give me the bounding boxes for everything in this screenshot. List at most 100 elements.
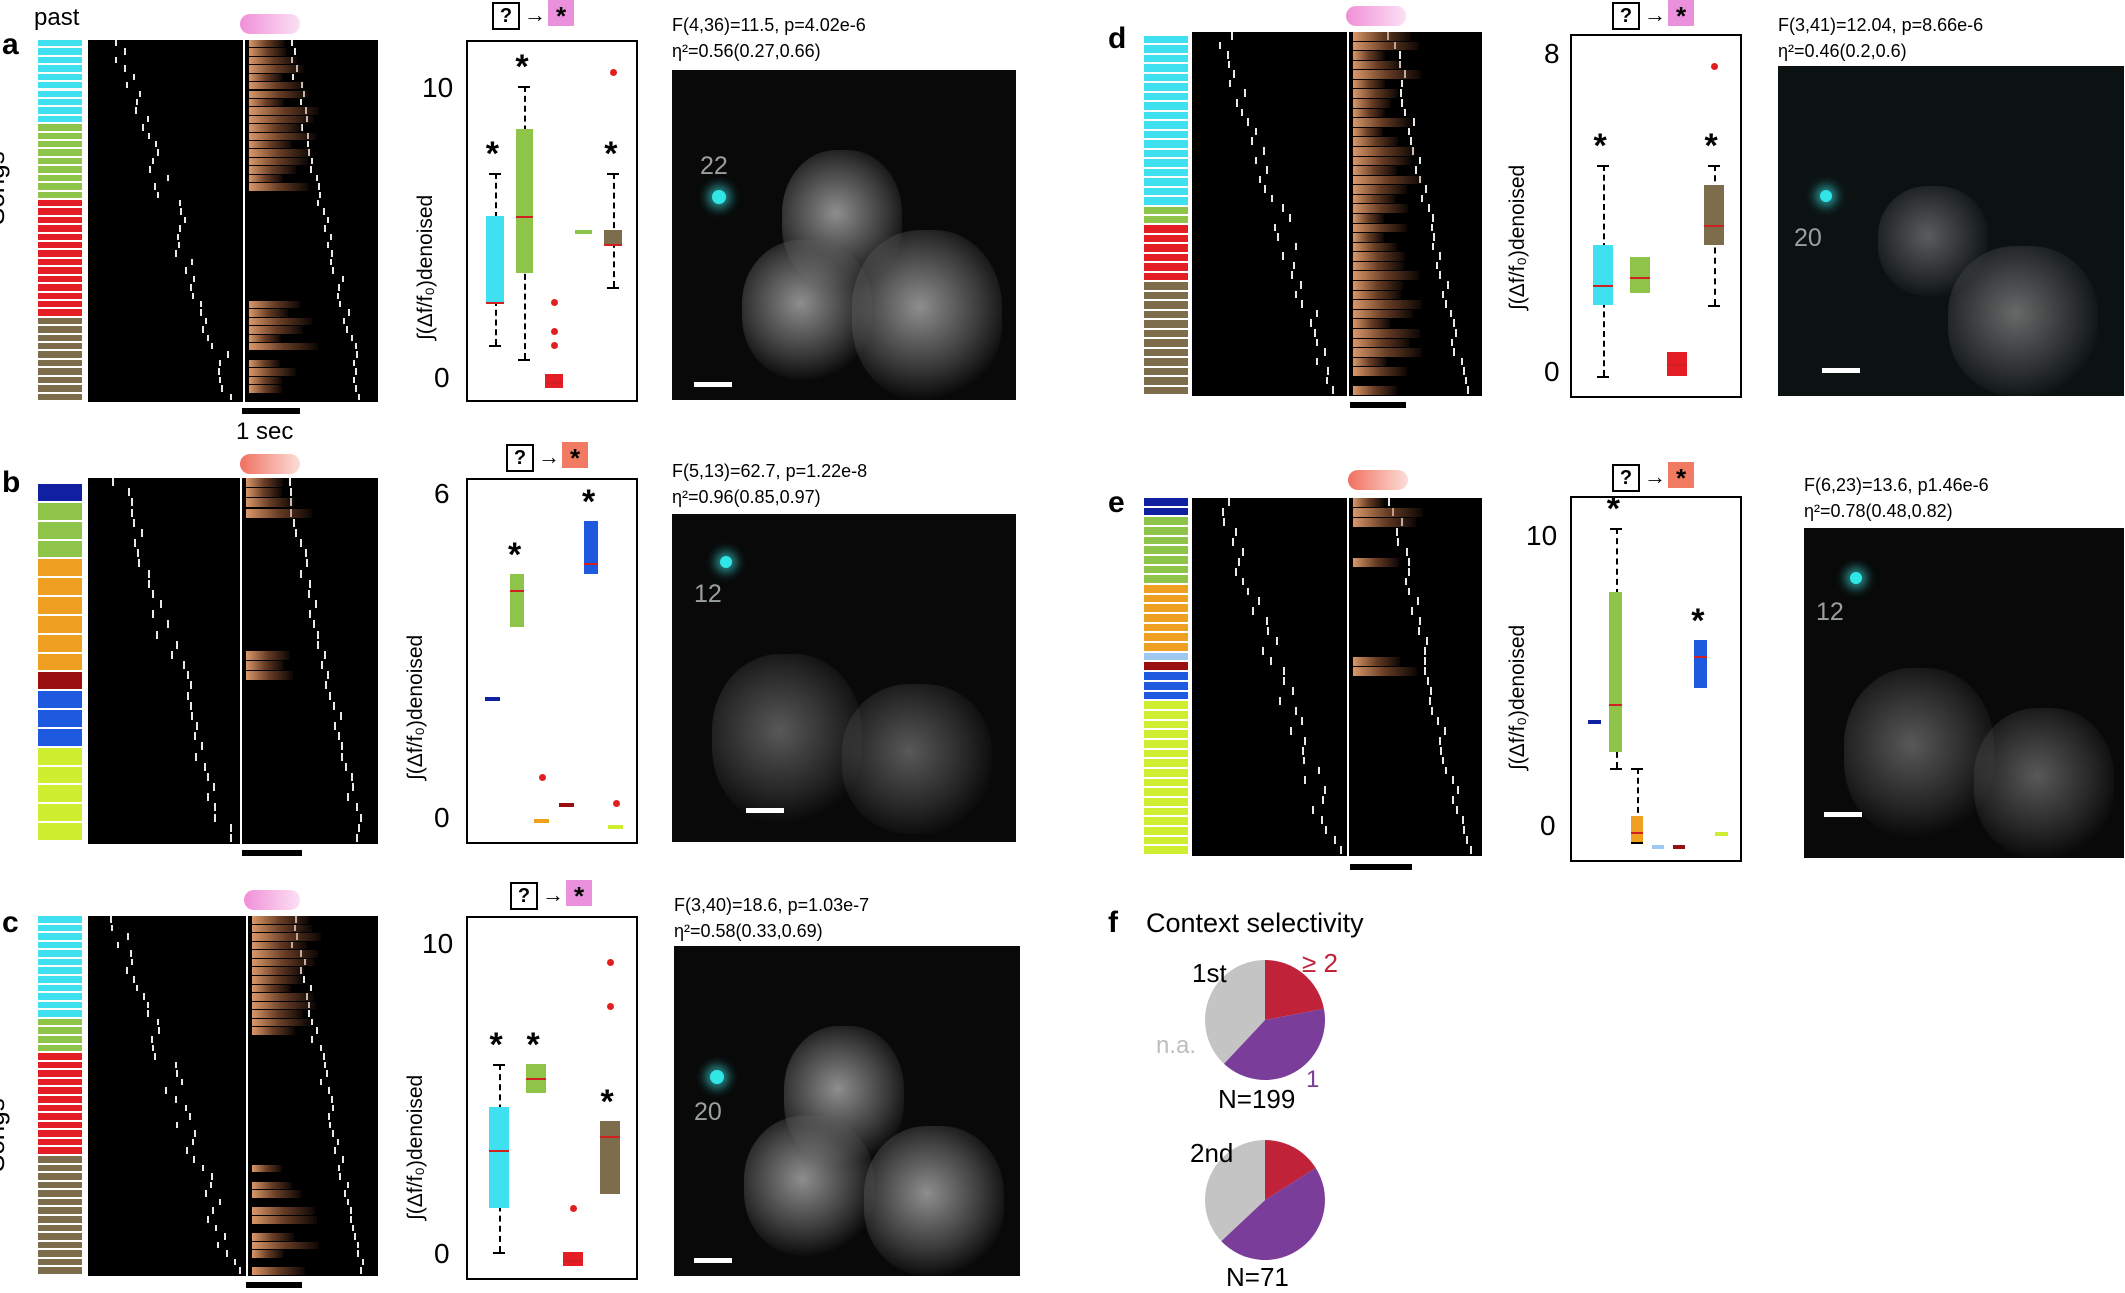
syllable-tick (1302, 746, 1305, 755)
legend-stripe (38, 559, 82, 577)
syllable-tick (1281, 204, 1284, 212)
stats-eta-b: η²=0.96(0.85,0.97) (672, 487, 821, 507)
arrow-glyph: → (524, 2, 546, 27)
calcium-burst (249, 73, 284, 82)
legend-stripe (1144, 367, 1188, 376)
scale-bar-c (246, 1282, 302, 1288)
micrograph-d: 20 (1778, 66, 2124, 396)
legend-stripe (38, 634, 82, 652)
whisker-cap (1596, 165, 1609, 168)
legend-stripe (1144, 45, 1188, 53)
legend-stripe (38, 976, 82, 983)
pie2-n: N=71 (1226, 1262, 1289, 1292)
syllable-tick (320, 1044, 323, 1052)
legend-stripe (38, 993, 82, 1000)
legend-stripe (38, 48, 82, 55)
legend-stripe (38, 958, 82, 966)
legend-stripe (38, 124, 82, 131)
syllable-tick (114, 56, 117, 64)
calcium-burst (252, 984, 292, 993)
whisker-cap (1609, 528, 1622, 530)
legend-stripe (1144, 149, 1188, 158)
syllable-tick (219, 376, 222, 384)
syllable-tick (1416, 597, 1419, 606)
syllable-tick (152, 610, 155, 619)
syllable-tick (1263, 146, 1266, 155)
syllable-tick (156, 191, 159, 198)
syllable-tick (184, 267, 187, 274)
syllable-tick (1436, 261, 1439, 270)
syllable-tick (230, 393, 233, 400)
syllable-tick (221, 385, 224, 392)
pie1-n: N=199 (1218, 1084, 1296, 1114)
calcium-burst (1353, 271, 1419, 281)
box-median (1715, 832, 1728, 836)
song-color-legend-c (38, 916, 82, 1276)
ytick-zero-d: 0 (1544, 356, 1560, 387)
syllable-tick (131, 508, 134, 517)
syllable-tick (311, 1018, 314, 1026)
syllable-tick (289, 488, 292, 497)
legend-stripe (38, 1250, 82, 1257)
syllable-tick (1438, 252, 1441, 260)
legend-stripe (38, 385, 82, 392)
syllable-tick (193, 1156, 196, 1163)
syllable-tick (1432, 214, 1435, 222)
legend-stripe (1144, 739, 1188, 748)
stats-b: F(5,13)=62.7, p=1.22e-8 η²=0.96(0.85,0.9… (672, 458, 867, 510)
calcium-burst (1353, 557, 1400, 567)
syllable-tick (116, 941, 119, 949)
syllable-tick (193, 275, 196, 283)
star-box: * (1668, 0, 1694, 31)
calcium-burst (246, 498, 295, 508)
micro-scale-bar-e (1824, 812, 1862, 817)
legend-stripe (38, 343, 82, 350)
legend-stripe (38, 157, 82, 165)
raster-plot-d (1192, 32, 1482, 396)
syllable-tick (1452, 776, 1455, 785)
calcium-burst (1353, 657, 1400, 667)
star-box: * (562, 442, 588, 473)
star-box: * (548, 0, 574, 31)
question-box: ? (492, 2, 520, 30)
song-onset-pill-e (1348, 470, 1408, 490)
syllable-tick (318, 183, 321, 190)
pie-chart-2nd (1205, 1140, 1325, 1260)
syllable-tick (291, 73, 294, 81)
syllable-tick (131, 958, 134, 966)
syllable-tick (349, 1216, 352, 1223)
legend-stripe (38, 115, 82, 123)
legend-stripe (38, 1001, 82, 1009)
box-iqr (509, 574, 525, 628)
legend-stripe (1144, 291, 1188, 300)
syllable-tick (1454, 328, 1457, 337)
significance-asterisk: * (600, 1083, 614, 1122)
time-scale-label: 1 sec (236, 418, 294, 445)
syllable-tick (308, 579, 311, 588)
calcium-burst (1353, 507, 1423, 517)
legend-stripe (38, 672, 82, 690)
box-median (1703, 225, 1724, 227)
syllable-tick (1430, 706, 1433, 715)
whisker-cap (492, 1251, 505, 1254)
box-median (545, 382, 563, 385)
syllable-tick (1255, 156, 1258, 165)
syllable-tick (132, 73, 135, 81)
syllable-tick (146, 115, 149, 123)
syllable-tick (1462, 367, 1465, 375)
pie1-one-label: 1 (1306, 1066, 1320, 1093)
legend-stripe (1144, 168, 1188, 177)
whisker-cap (488, 344, 501, 347)
ytick-zero-e: 0 (1540, 810, 1556, 841)
syllable-tick (1299, 281, 1302, 289)
syllable-tick (1403, 108, 1406, 117)
pie-chart-1st (1205, 960, 1325, 1080)
calcium-burst (1353, 146, 1415, 156)
syllable-tick (356, 833, 359, 842)
legend-stripe (38, 1036, 82, 1043)
legend-stripe (38, 275, 82, 283)
box-median (1630, 832, 1644, 834)
syllable-tick (185, 1147, 188, 1154)
arrow-glyph: → (542, 882, 564, 907)
syllable-tick (200, 300, 203, 308)
